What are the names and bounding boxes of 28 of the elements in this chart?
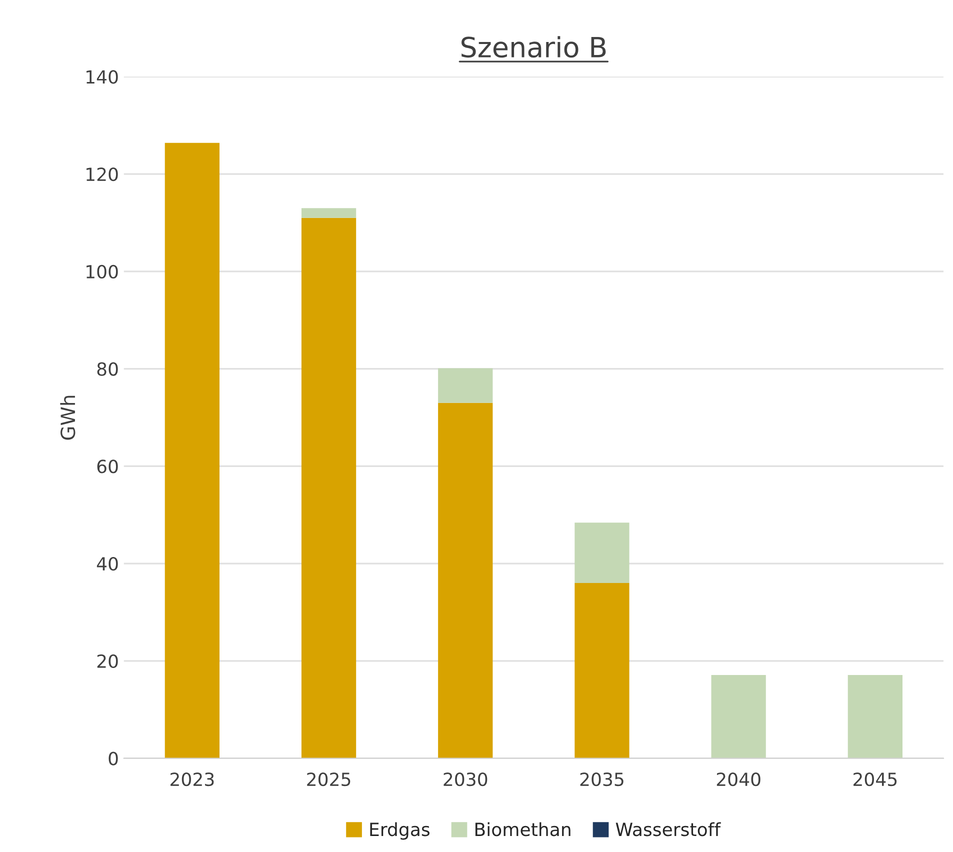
bar [574, 583, 630, 758]
bar [438, 368, 493, 403]
bar [301, 208, 356, 218]
y-tick-label: 100 [86, 264, 118, 279]
y-tick-label: 60 [97, 460, 118, 474]
bar [574, 522, 630, 584]
y-tick-label: 20 [97, 654, 118, 668]
x-tick-label: 2045 [854, 772, 897, 786]
y-tick-label: 80 [97, 362, 118, 376]
legend-label: Biomethan [475, 822, 570, 836]
y-tick-label: 120 [86, 168, 118, 182]
chart-title: Szenario B [462, 36, 606, 58]
x-tick-label: 2040 [716, 772, 760, 786]
bar [301, 218, 356, 758]
bar [438, 402, 493, 758]
bar [711, 675, 766, 758]
bar [164, 142, 220, 758]
x-tick-label: 2035 [580, 772, 624, 786]
x-tick-label: 2030 [444, 772, 488, 786]
y-axis-title: GWh [60, 396, 76, 440]
legend-label: Erdgas [370, 822, 430, 840]
y-tick-label: 40 [96, 556, 118, 571]
bar [848, 675, 902, 758]
legend-label: Wasserstoff [616, 822, 721, 836]
x-tick-label: 2025 [307, 772, 350, 786]
y-tick-label: 140 [86, 70, 118, 84]
x-tick-label: 2023 [170, 772, 214, 786]
y-tick-label: 0 [108, 752, 118, 766]
